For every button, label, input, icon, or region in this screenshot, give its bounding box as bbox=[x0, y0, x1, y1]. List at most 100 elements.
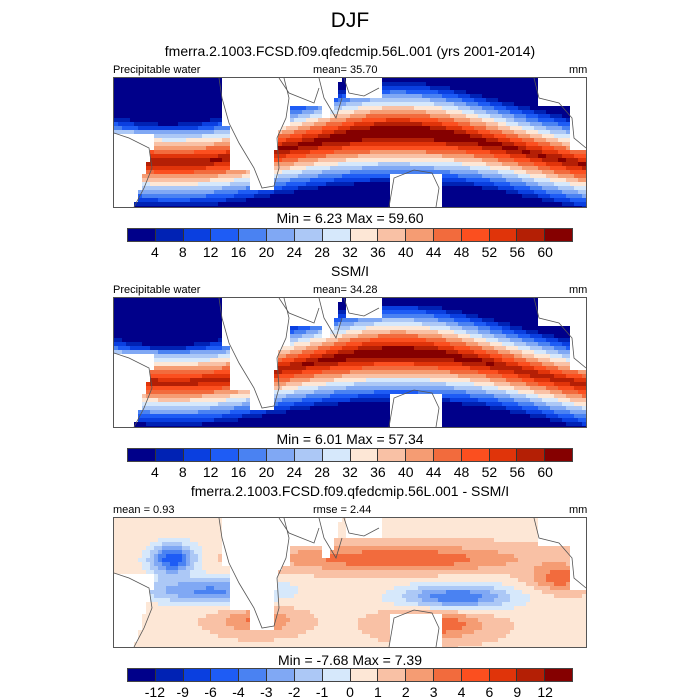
colorbar-segment bbox=[433, 449, 462, 461]
colorbar-tick-label: 40 bbox=[397, 244, 414, 260]
colorbar-segment bbox=[294, 229, 323, 241]
diff-field bbox=[114, 518, 586, 647]
colorbar-tick-label: 12 bbox=[537, 684, 553, 700]
colorbar-segment bbox=[489, 669, 518, 681]
colorbar-segment bbox=[128, 229, 156, 241]
colorbar-segment bbox=[267, 229, 295, 241]
colorbar-segment bbox=[155, 229, 184, 241]
colorbar-tick-label: 8 bbox=[178, 464, 187, 480]
colorbar-tick-label: 12 bbox=[202, 244, 219, 260]
diff-panel-title: fmerra.2.1003.FCSD.f09.qfedcmip.56L.001 … bbox=[190, 483, 510, 499]
colorbar-segment bbox=[545, 669, 572, 681]
colorbar-segment bbox=[350, 669, 379, 681]
colorbar-tick-label: 3 bbox=[429, 684, 438, 700]
coastline bbox=[114, 298, 586, 427]
colorbar-tick-label: 2 bbox=[401, 684, 410, 700]
colorbar-segment bbox=[128, 449, 156, 461]
model-colorbar-ticks: 4 8 12 16 20 24 28 32 36 40 44 48 52 56 60 bbox=[127, 244, 573, 260]
obs-panel-title: SSM/I bbox=[330, 263, 370, 279]
colorbar-tick-label: 0 bbox=[346, 684, 354, 700]
colorbar-tick-label: 60 bbox=[537, 464, 553, 480]
diff-min-max: Min = -7.68 Max = 7.39 bbox=[278, 652, 422, 668]
obs-mean-label: mean= 34.28 bbox=[313, 284, 378, 296]
colorbar-segment bbox=[322, 229, 351, 241]
colorbar-tick-label: 4 bbox=[457, 684, 466, 700]
colorbar-segment bbox=[211, 449, 240, 461]
obs-min-max: Min = 6.01 Max = 57.34 bbox=[276, 431, 424, 447]
colorbar-segment bbox=[350, 449, 379, 461]
colorbar-segment bbox=[517, 669, 546, 681]
colorbar-segment bbox=[489, 449, 518, 461]
colorbar-segment bbox=[378, 669, 407, 681]
colorbar-tick-label: 52 bbox=[481, 244, 498, 260]
obs-field bbox=[114, 298, 586, 427]
obs-colorbar-ticks: 4 8 12 16 20 24 28 32 36 40 44 48 52 56 60 bbox=[127, 464, 573, 480]
obs-colorbar bbox=[127, 448, 573, 462]
colorbar-tick-label: 32 bbox=[342, 244, 358, 260]
colorbar-segment bbox=[433, 669, 462, 681]
colorbar-tick-label: -3 bbox=[260, 684, 273, 700]
colorbar-segment bbox=[406, 669, 434, 681]
colorbar-segment bbox=[183, 669, 212, 681]
colorbar-tick-label: 44 bbox=[425, 464, 442, 480]
colorbar-segment bbox=[517, 449, 546, 461]
colorbar-tick-label: -9 bbox=[176, 684, 189, 700]
colorbar-segment bbox=[239, 449, 268, 461]
colorbar-segment bbox=[267, 449, 295, 461]
colorbar-segment bbox=[155, 669, 184, 681]
colorbar-segment bbox=[461, 449, 490, 461]
colorbar-tick-label: -12 bbox=[144, 684, 165, 700]
colorbar-segment bbox=[433, 229, 462, 241]
colorbar-tick-label: 56 bbox=[509, 244, 526, 260]
diff-units-label: mm bbox=[569, 504, 588, 516]
colorbar-segment bbox=[545, 229, 572, 241]
colorbar-segment bbox=[406, 229, 434, 241]
colorbar-tick-label: -2 bbox=[288, 684, 301, 700]
diff-map bbox=[113, 517, 587, 648]
colorbar-tick-label: 6 bbox=[485, 684, 494, 700]
colorbar-segment bbox=[378, 449, 407, 461]
coastline bbox=[114, 78, 586, 207]
colorbar-segment bbox=[517, 229, 546, 241]
colorbar-tick-label: 60 bbox=[537, 244, 553, 260]
colorbar-tick-label: -4 bbox=[232, 684, 245, 700]
colorbar-segment bbox=[322, 449, 351, 461]
colorbar-tick-label: 12 bbox=[202, 464, 219, 480]
model-colorbar bbox=[127, 228, 573, 242]
model-panel-title: fmerra.2.1003.FCSD.f09.qfedcmip.56L.001 … bbox=[164, 43, 536, 59]
coastline bbox=[114, 518, 586, 647]
colorbar-tick-label: 4 bbox=[150, 244, 159, 260]
colorbar-tick-label: -1 bbox=[315, 684, 329, 700]
colorbar-segment bbox=[211, 229, 240, 241]
colorbar-tick-label: 28 bbox=[314, 244, 330, 260]
model-min-max: Min = 6.23 Max = 59.60 bbox=[276, 210, 424, 226]
colorbar-tick-label: 40 bbox=[397, 464, 414, 480]
colorbar-segment bbox=[211, 669, 240, 681]
diff-colorbar-ticks: -12 -9 -6 -4 -3 -2 -1 0 1 2 3 4 6 9 12 bbox=[127, 684, 573, 700]
colorbar-segment bbox=[239, 229, 268, 241]
model-mean-label: mean= 35.70 bbox=[313, 64, 378, 76]
model-map bbox=[113, 77, 587, 208]
colorbar-segment bbox=[267, 669, 295, 681]
season-title: DJF bbox=[330, 9, 370, 32]
colorbar-segment bbox=[461, 669, 490, 681]
colorbar-tick-label: 48 bbox=[453, 244, 470, 260]
colorbar-segment bbox=[545, 449, 572, 461]
obs-units-label: mm bbox=[569, 284, 588, 296]
colorbar-tick-label: 32 bbox=[342, 464, 358, 480]
colorbar-tick-label: 52 bbox=[481, 464, 498, 480]
colorbar-tick-label: 4 bbox=[150, 464, 159, 480]
obs-map bbox=[113, 297, 587, 428]
colorbar-segment bbox=[378, 229, 407, 241]
colorbar-tick-label: 28 bbox=[314, 464, 330, 480]
colorbar-tick-label: 24 bbox=[286, 244, 303, 260]
colorbar-segment bbox=[239, 669, 268, 681]
colorbar-segment bbox=[489, 229, 518, 241]
colorbar-segment bbox=[461, 229, 490, 241]
colorbar-tick-label: -6 bbox=[204, 684, 217, 700]
diff-rmse-label: rmse = 2.44 bbox=[313, 504, 372, 516]
diff-colorbar bbox=[127, 668, 573, 682]
colorbar-tick-label: 20 bbox=[258, 244, 275, 260]
colorbar-segment bbox=[183, 229, 212, 241]
colorbar-segment bbox=[294, 449, 323, 461]
